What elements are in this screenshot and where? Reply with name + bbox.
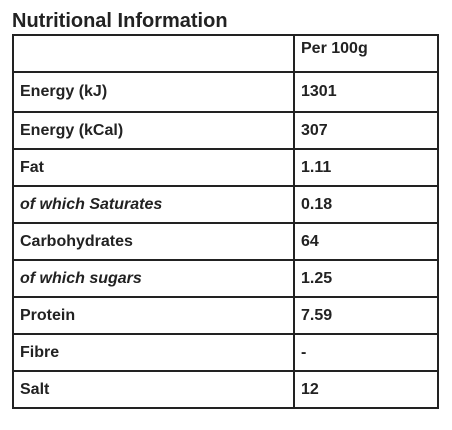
row-label: of which sugars — [12, 259, 295, 298]
page-title: Nutritional Information — [12, 10, 228, 32]
header-per-100g-cell: Per 100g — [293, 34, 439, 73]
row-value: 1.11 — [293, 148, 439, 187]
table-row-salt: Salt 12 — [12, 370, 439, 409]
table-row-sugars: of which sugars 1.25 — [12, 259, 439, 298]
row-value: 0.18 — [293, 185, 439, 224]
table-row-saturates: of which Saturates 0.18 — [12, 185, 439, 224]
table-row-fibre: Fibre - — [12, 333, 439, 372]
table-row-energy-kj: Energy (kJ) 1301 — [12, 71, 439, 113]
row-label: Fibre — [12, 333, 295, 372]
table-row-energy-kcal: Energy (kCal) 307 — [12, 111, 439, 150]
row-value: 1301 — [293, 71, 439, 113]
table-row-fat: Fat 1.11 — [12, 148, 439, 187]
row-value: 1.25 — [293, 259, 439, 298]
table-header: Per 100g — [12, 34, 439, 73]
table-body: Energy (kJ) 1301 Energy (kCal) 307 Fat 1… — [12, 71, 439, 409]
row-value: 307 — [293, 111, 439, 150]
row-label: Energy (kJ) — [12, 71, 295, 113]
table-row-protein: Protein 7.59 — [12, 296, 439, 335]
row-label: Carbohydrates — [12, 222, 295, 261]
row-value: - — [293, 333, 439, 372]
row-label: of which Saturates — [12, 185, 295, 224]
row-label: Salt — [12, 370, 295, 409]
row-value: 12 — [293, 370, 439, 409]
header-row: Per 100g — [12, 34, 439, 73]
row-label: Fat — [12, 148, 295, 187]
table-row-carbohydrates: Carbohydrates 64 — [12, 222, 439, 261]
row-label: Energy (kCal) — [12, 111, 295, 150]
row-label: Protein — [12, 296, 295, 335]
row-value: 64 — [293, 222, 439, 261]
header-label-cell — [12, 34, 295, 73]
row-value: 7.59 — [293, 296, 439, 335]
nutrition-table: Per 100g Energy (kJ) 1301 Energy (kCal) … — [12, 34, 439, 409]
